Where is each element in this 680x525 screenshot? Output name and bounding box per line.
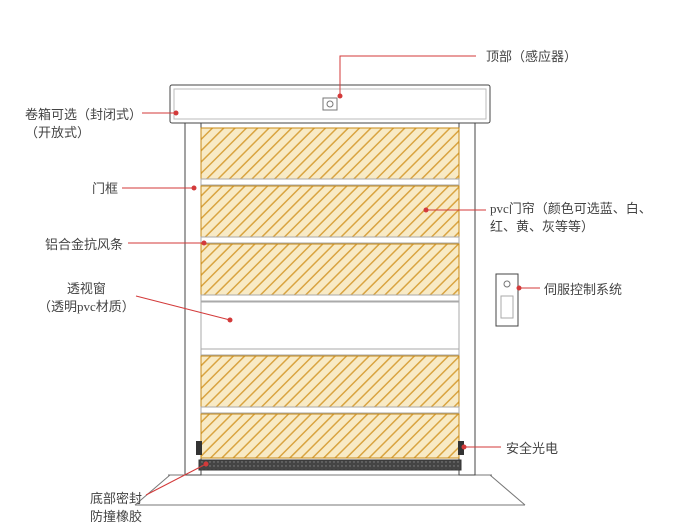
label-bottom-seal: 底部密封 防撞橡胶 xyxy=(90,490,142,525)
door-diagram: 顶部（感应器） 卷箱可选（封闭式） （开放式） 门框 铝合金抗风条 透视窗 （透… xyxy=(0,0,680,525)
label-top-sensor: 顶部（感应器） xyxy=(486,48,577,66)
label-pvc-curtain: pvc门帘（颜色可选蓝、白、 红、黄、灰等等） xyxy=(490,200,652,235)
label-door-frame: 门框 xyxy=(92,180,118,198)
label-box-option: 卷箱可选（封闭式） （开放式） xyxy=(25,106,142,141)
diagram-svg xyxy=(0,0,680,525)
label-servo: 伺服控制系统 xyxy=(544,281,622,299)
label-view-window: 透视窗 （透明pvc材质） xyxy=(38,280,135,315)
label-photo: 安全光电 xyxy=(506,440,558,458)
label-wind-bar: 铝合金抗风条 xyxy=(45,236,123,254)
